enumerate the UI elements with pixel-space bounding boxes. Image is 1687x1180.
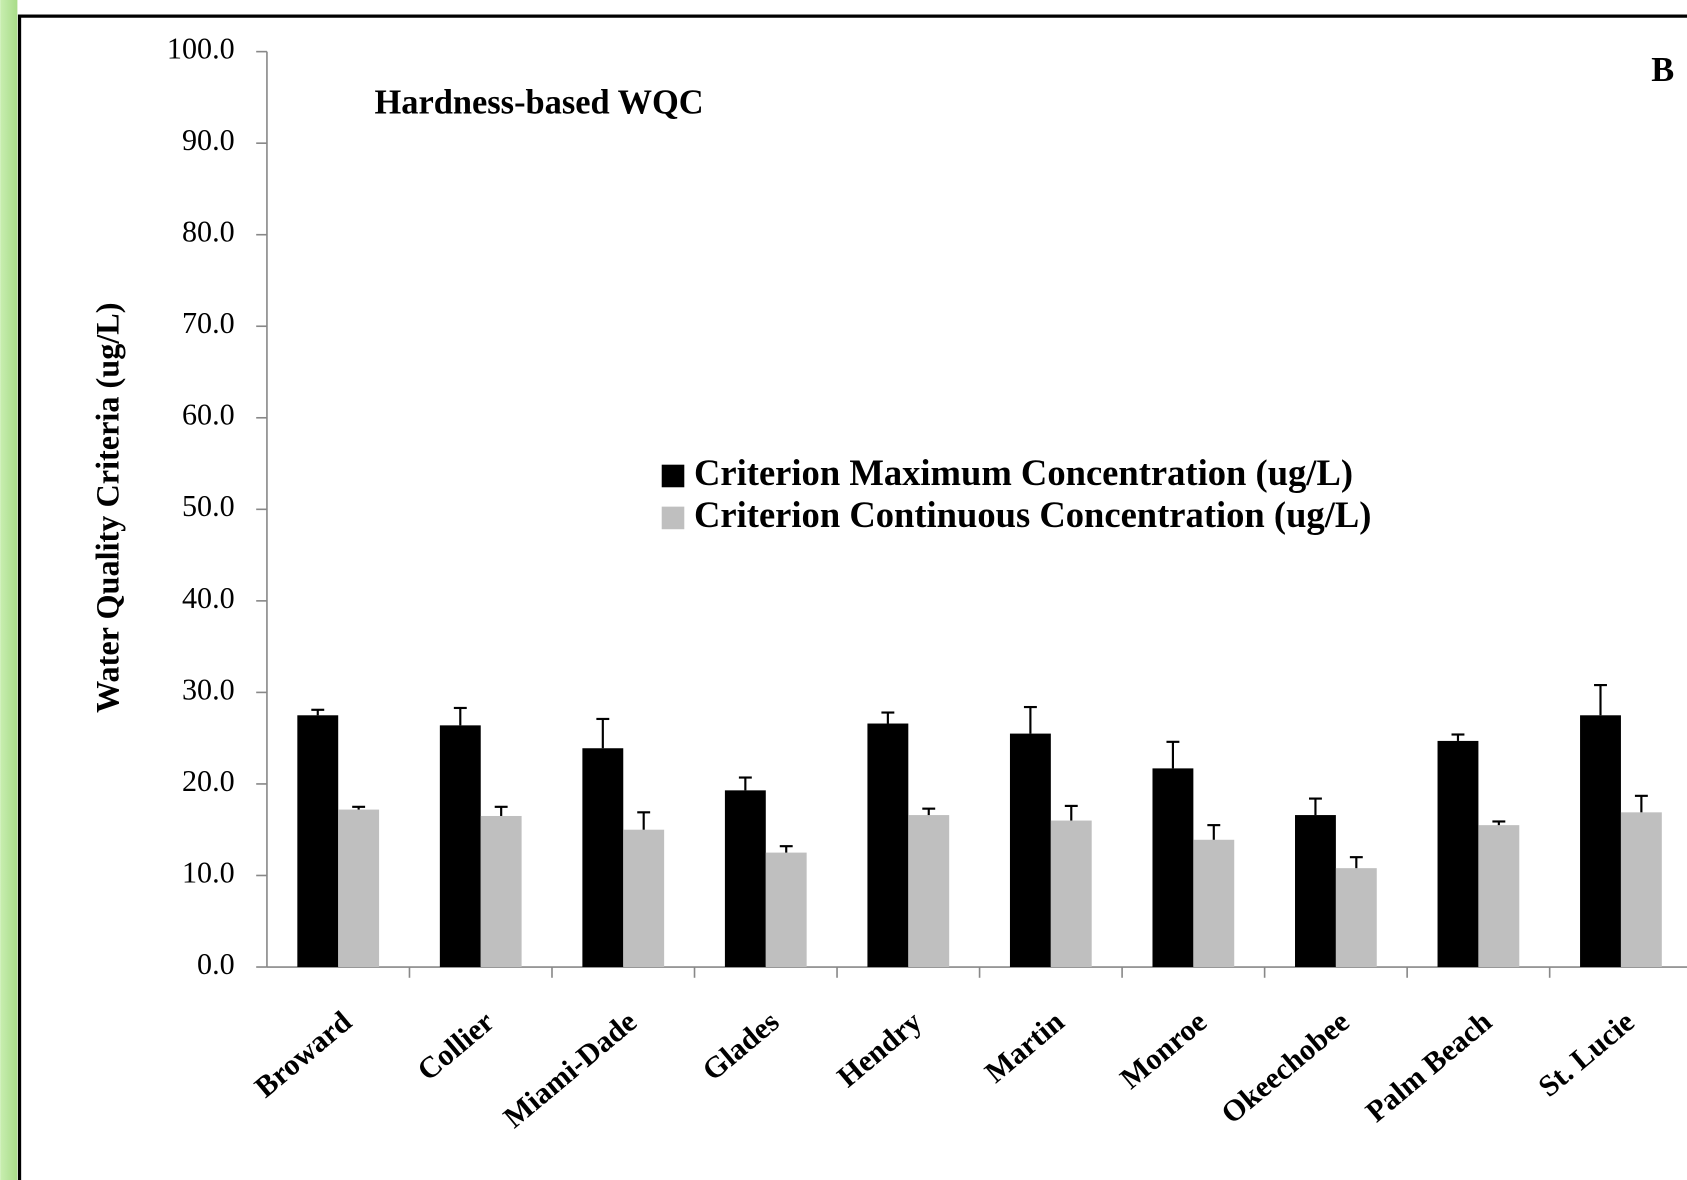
- bar: [582, 748, 624, 968]
- y-tick-label: 70.0: [182, 306, 235, 340]
- bar: [1335, 868, 1377, 968]
- x-tick-label: Broward: [248, 1004, 358, 1104]
- panel-label: B: [1651, 51, 1674, 89]
- bar: [1580, 715, 1621, 968]
- y-tick-label: 0.0: [197, 947, 235, 981]
- legend-label: Criterion Maximum Concentration (ug/L): [694, 452, 1353, 493]
- y-tick-label: 80.0: [182, 215, 235, 249]
- x-tick-label: St. Lucie: [1532, 1004, 1641, 1103]
- y-tick-label: 30.0: [182, 672, 235, 706]
- bar: [908, 815, 950, 968]
- chart-title: Hardness-based WQC: [375, 83, 704, 121]
- bar: [1152, 768, 1194, 968]
- bar: [1620, 812, 1662, 968]
- bar: [1050, 820, 1092, 968]
- y-tick-label: 60.0: [182, 398, 235, 432]
- y-tick-label: 20.0: [182, 764, 235, 798]
- y-tick-label: 40.0: [182, 581, 235, 615]
- x-tick-label: Collier: [411, 1004, 501, 1087]
- bar: [867, 723, 909, 968]
- bar: [1009, 733, 1051, 968]
- y-tick-label: 10.0: [182, 855, 235, 889]
- side-strip: [0, 0, 18, 1180]
- x-tick-label: Okeechobee: [1215, 1004, 1356, 1130]
- bar: [1295, 815, 1336, 968]
- bar: [480, 815, 522, 968]
- bar: [765, 852, 807, 968]
- y-axis-label: Water Quality Criteria (ug/L): [89, 302, 125, 713]
- y-tick-label: 50.0: [182, 489, 235, 523]
- x-tick-label: Martin: [978, 1004, 1071, 1089]
- bar: [724, 790, 766, 968]
- bar: [623, 829, 665, 968]
- bar: [338, 809, 380, 968]
- x-tick-label: Palm Beach: [1359, 1004, 1498, 1129]
- bar: [1478, 825, 1520, 968]
- bar: [439, 725, 481, 968]
- x-tick-label: Glades: [696, 1004, 786, 1087]
- legend-swatch: [661, 506, 685, 530]
- bar: [297, 715, 339, 968]
- legend-swatch: [661, 464, 685, 488]
- y-tick-label: 100.0: [167, 32, 235, 66]
- bar: [1193, 839, 1235, 968]
- x-tick-label: Monroe: [1113, 1004, 1213, 1095]
- legend-label: Criterion Continuous Concentration (ug/L…: [694, 494, 1371, 535]
- bar: [1437, 740, 1479, 968]
- x-tick-label: Miami-Dade: [497, 1004, 643, 1134]
- frame: [17, 14, 1687, 1180]
- x-tick-label: Hendry: [831, 1004, 928, 1093]
- y-tick-label: 90.0: [182, 123, 235, 157]
